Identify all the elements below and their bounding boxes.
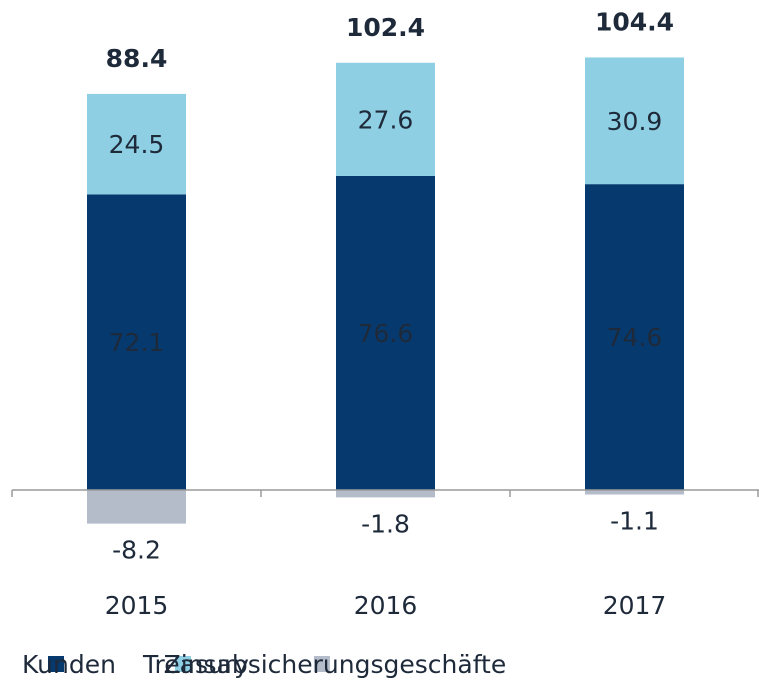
x-tick-label: 2015	[105, 591, 169, 620]
bar-segment	[87, 194, 186, 490]
bar-segment	[585, 57, 684, 185]
legend-swatch	[313, 656, 330, 672]
total-label: 104.4	[595, 7, 674, 36]
value-label: 74.6	[607, 323, 663, 352]
value-label: -8.2	[112, 536, 161, 565]
legend-label: Kunden	[22, 650, 116, 679]
value-label: -1.8	[361, 509, 410, 538]
bar-segment	[585, 184, 684, 490]
value-label: 72.1	[109, 328, 165, 357]
bar-segment	[87, 93, 186, 195]
bar-segment	[336, 62, 435, 176]
legend-label: Zinsabsicherungsgeschäfte	[164, 650, 507, 679]
bar-segment	[585, 490, 684, 495]
total-label: 102.4	[346, 13, 425, 42]
bar-segment	[336, 490, 435, 498]
legend-swatch	[174, 656, 191, 672]
bar-segment	[336, 175, 435, 490]
total-label: 88.4	[106, 44, 168, 73]
value-label: 27.6	[358, 105, 414, 134]
value-label: 30.9	[607, 107, 663, 136]
x-tick-label: 2017	[603, 591, 667, 620]
legend-label: Treasury	[142, 650, 249, 679]
x-tick-label: 2016	[354, 591, 418, 620]
value-label: 24.5	[109, 130, 165, 159]
legend-swatch	[48, 656, 64, 672]
value-label: 76.6	[358, 319, 414, 348]
value-label: -1.1	[610, 507, 659, 536]
bar-segment	[87, 490, 186, 524]
